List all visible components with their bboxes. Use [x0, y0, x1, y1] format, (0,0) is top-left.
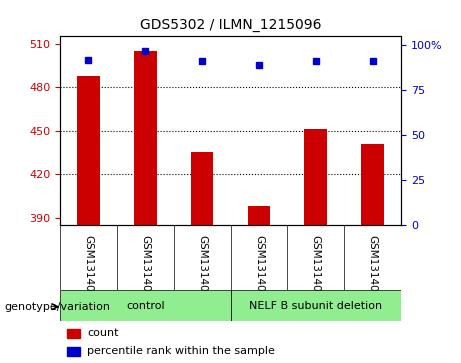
Bar: [191, 152, 213, 225]
Bar: [67, 329, 80, 338]
FancyBboxPatch shape: [60, 290, 230, 321]
Text: GSM1314044: GSM1314044: [254, 235, 264, 305]
Bar: [77, 76, 100, 225]
Bar: [67, 347, 80, 356]
Title: GDS5302 / ILMN_1215096: GDS5302 / ILMN_1215096: [140, 19, 321, 33]
FancyBboxPatch shape: [230, 290, 401, 321]
Text: control: control: [126, 301, 165, 311]
Text: percentile rank within the sample: percentile rank within the sample: [87, 346, 275, 356]
Text: GSM1314041: GSM1314041: [83, 235, 94, 305]
Bar: [304, 129, 327, 225]
Text: GSM1314045: GSM1314045: [311, 235, 321, 305]
Bar: [134, 51, 157, 225]
Text: GSM1314042: GSM1314042: [140, 235, 150, 305]
Text: GSM1314043: GSM1314043: [197, 235, 207, 305]
Text: NELF B subunit deletion: NELF B subunit deletion: [249, 301, 382, 311]
Text: count: count: [87, 328, 119, 338]
Bar: [248, 206, 270, 225]
Bar: [361, 144, 384, 225]
Text: genotype/variation: genotype/variation: [5, 302, 111, 312]
Text: GSM1314046: GSM1314046: [367, 235, 378, 305]
